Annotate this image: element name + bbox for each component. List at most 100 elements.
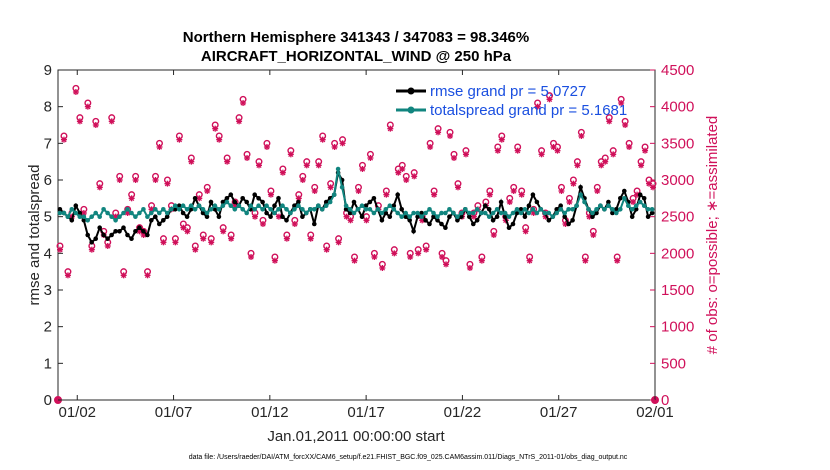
rmse-point (256, 196, 261, 201)
obs-assimilated-point (602, 158, 609, 165)
totalspread-point (129, 210, 134, 216)
rmse-point (578, 185, 583, 190)
rmse-point (137, 225, 142, 230)
totalspread-point (347, 207, 353, 212)
obs-assimilated-point (439, 254, 446, 260)
obs-assimilated-point (132, 177, 139, 183)
totalspread-point (558, 207, 563, 212)
totalspread-point (176, 207, 182, 212)
obs-assimilated-point (395, 169, 402, 176)
y-left-tick-label: 6 (44, 172, 52, 189)
obs-assimilated-point (236, 118, 243, 125)
obs-assimilated-point (435, 129, 442, 136)
rmse-point (113, 229, 118, 234)
obs-assimilated-point (494, 147, 501, 154)
obs-assimilated-point (339, 140, 346, 147)
rmse-point (280, 214, 285, 219)
x-tick-label: 01/07 (155, 404, 193, 421)
totalspread-point (57, 210, 63, 216)
obs-assimilated-point (240, 100, 247, 106)
obs-assimilated-point (248, 254, 255, 260)
totalspread-point (272, 210, 277, 216)
totalspread-point (431, 210, 436, 216)
totalspread-point (228, 203, 234, 208)
obs-assimilated-point (646, 180, 653, 187)
rmse-point (498, 199, 504, 205)
totalspread-point (633, 203, 639, 208)
rmse-point (89, 240, 94, 245)
rmse-point (125, 232, 130, 238)
totalspread-point (61, 210, 67, 216)
totalspread-point (244, 210, 249, 216)
obs-assimilated-point (486, 191, 493, 198)
obs-assimilated-point (263, 144, 270, 150)
totalspread-point (411, 210, 416, 216)
totalspread-point (153, 207, 158, 212)
rmse-point (272, 203, 277, 208)
y-left-tick-label: 5 (44, 209, 52, 226)
obs-assimilated-point (447, 133, 454, 139)
totalspread-point (566, 207, 571, 212)
obs-assimilated-point (498, 136, 505, 143)
totalspread-point (319, 207, 325, 212)
obs-assimilated-point (614, 257, 621, 264)
totalspread-point (383, 207, 389, 212)
rmse-point (323, 199, 329, 205)
totalspread-point (379, 210, 385, 216)
totalspread-point (101, 207, 106, 212)
obs-assimilated-point (383, 191, 390, 198)
rmse-point (224, 196, 230, 201)
totalspread-point (149, 210, 154, 216)
totalspread-point (196, 203, 202, 208)
totalspread-point (339, 185, 345, 190)
obs-assimilated-point (466, 265, 473, 271)
rmse-point (622, 188, 627, 194)
rmse-point (594, 210, 599, 216)
obs-assimilated-point (128, 195, 135, 202)
rmse-point (85, 232, 90, 238)
obs-assimilated-point (363, 217, 370, 224)
totalspread-point (109, 214, 114, 219)
totalspread-point (268, 207, 273, 212)
totalspread-point (471, 210, 476, 216)
obs-assimilated-point (255, 162, 262, 169)
totalspread-point (606, 203, 611, 208)
y-right-tick-label: 2000 (661, 245, 694, 262)
obs-assimilated-point (144, 272, 151, 279)
plot-area (57, 69, 656, 401)
chart-title: Northern Hemisphere 341343 / 347083 = 98… (183, 29, 529, 46)
x-tick-label: 01/02 (58, 404, 96, 421)
legend-label-rmse: rmse grand pr = 5.0727 (430, 83, 586, 100)
totalspread-point (554, 210, 559, 216)
obs-assimilated-point (598, 162, 605, 169)
totalspread-point (622, 196, 627, 201)
totalspread-point (204, 210, 210, 216)
totalspread-point (248, 203, 253, 208)
obs-assimilated-point (431, 191, 438, 198)
obs-assimilated-point (606, 118, 613, 125)
rmse-point (590, 214, 595, 219)
chart-subtitle: AIRCRAFT_HORIZONTAL_WIND @ 250 hPa (201, 48, 512, 65)
obs-assimilated-point (283, 235, 290, 242)
totalspread-point (264, 203, 269, 208)
totalspread-point (562, 210, 567, 216)
totalspread-point (626, 203, 631, 208)
obs-assimilated-point (367, 155, 374, 161)
rmse-point (276, 196, 281, 201)
rmse-point (645, 214, 651, 219)
rmse-point (490, 218, 496, 223)
rmse-point (180, 210, 186, 216)
obs-assimilated-point (470, 213, 477, 220)
rmse-point (296, 199, 301, 205)
y-right-tick-label: 3500 (661, 135, 694, 152)
rmse-point (69, 218, 75, 223)
obs-assimilated-point (184, 228, 191, 235)
x-tick-label: 01/17 (347, 404, 385, 421)
rmse-point (351, 199, 357, 205)
totalspread-point (240, 207, 245, 212)
totalspread-point (113, 218, 118, 223)
totalspread-point (69, 207, 75, 212)
totalspread-point (423, 210, 428, 216)
totalspread-point (296, 203, 301, 208)
rmse-point (443, 225, 448, 230)
